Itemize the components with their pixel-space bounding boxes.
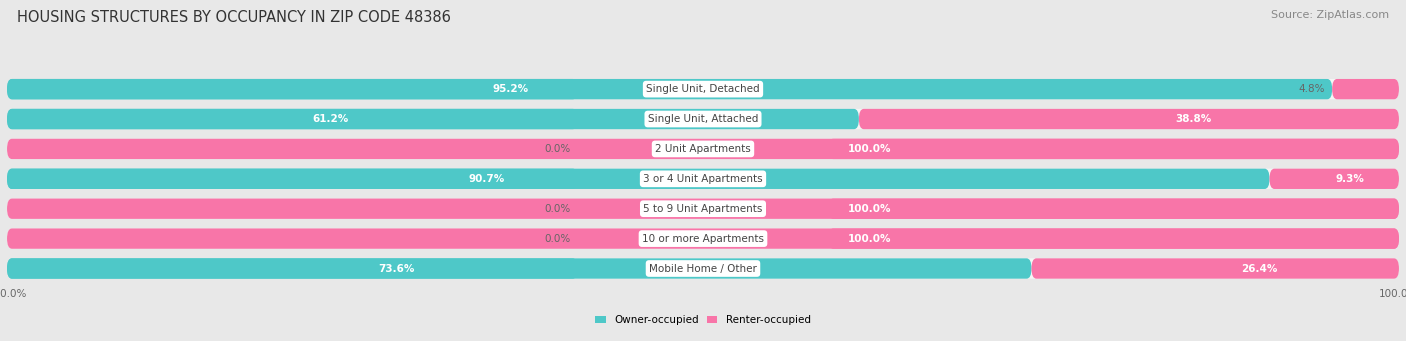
FancyBboxPatch shape <box>1270 169 1399 189</box>
FancyBboxPatch shape <box>7 169 1270 189</box>
FancyBboxPatch shape <box>7 109 1399 129</box>
Text: 100.0%: 100.0% <box>848 144 891 154</box>
FancyBboxPatch shape <box>7 228 1399 249</box>
Text: 100.0%: 100.0% <box>848 204 891 214</box>
FancyBboxPatch shape <box>7 198 1399 219</box>
FancyBboxPatch shape <box>7 258 1032 279</box>
Text: 38.8%: 38.8% <box>1175 114 1212 124</box>
Text: Single Unit, Detached: Single Unit, Detached <box>647 84 759 94</box>
Text: 3 or 4 Unit Apartments: 3 or 4 Unit Apartments <box>643 174 763 184</box>
FancyBboxPatch shape <box>828 198 1399 219</box>
FancyBboxPatch shape <box>7 169 578 189</box>
FancyBboxPatch shape <box>1331 79 1399 99</box>
FancyBboxPatch shape <box>7 139 1399 159</box>
FancyBboxPatch shape <box>828 139 1399 159</box>
Text: 26.4%: 26.4% <box>1241 264 1278 273</box>
FancyBboxPatch shape <box>7 79 578 99</box>
FancyBboxPatch shape <box>1032 258 1399 279</box>
FancyBboxPatch shape <box>7 258 1399 279</box>
Text: 0.0%: 0.0% <box>544 204 571 214</box>
FancyBboxPatch shape <box>7 139 1399 159</box>
FancyBboxPatch shape <box>7 79 1331 99</box>
Text: 73.6%: 73.6% <box>378 264 415 273</box>
FancyBboxPatch shape <box>7 198 1399 219</box>
Text: 2 Unit Apartments: 2 Unit Apartments <box>655 144 751 154</box>
FancyBboxPatch shape <box>7 169 1399 189</box>
Text: 4.8%: 4.8% <box>1299 84 1326 94</box>
FancyBboxPatch shape <box>859 109 1399 129</box>
Text: 0.0%: 0.0% <box>544 144 571 154</box>
FancyBboxPatch shape <box>7 79 1399 99</box>
Text: Mobile Home / Other: Mobile Home / Other <box>650 264 756 273</box>
Text: Source: ZipAtlas.com: Source: ZipAtlas.com <box>1271 10 1389 20</box>
Text: 61.2%: 61.2% <box>312 114 349 124</box>
Text: 0.0%: 0.0% <box>544 234 571 243</box>
FancyBboxPatch shape <box>7 109 859 129</box>
Text: 5 to 9 Unit Apartments: 5 to 9 Unit Apartments <box>644 204 762 214</box>
Text: 95.2%: 95.2% <box>492 84 529 94</box>
Text: 10 or more Apartments: 10 or more Apartments <box>643 234 763 243</box>
FancyBboxPatch shape <box>7 109 578 129</box>
FancyBboxPatch shape <box>7 228 1399 249</box>
Text: 9.3%: 9.3% <box>1336 174 1364 184</box>
Text: HOUSING STRUCTURES BY OCCUPANCY IN ZIP CODE 48386: HOUSING STRUCTURES BY OCCUPANCY IN ZIP C… <box>17 10 451 25</box>
Legend: Owner-occupied, Renter-occupied: Owner-occupied, Renter-occupied <box>591 311 815 329</box>
FancyBboxPatch shape <box>7 258 578 279</box>
Text: 90.7%: 90.7% <box>468 174 505 184</box>
Text: 100.0%: 100.0% <box>848 234 891 243</box>
FancyBboxPatch shape <box>828 228 1399 249</box>
Text: Single Unit, Attached: Single Unit, Attached <box>648 114 758 124</box>
